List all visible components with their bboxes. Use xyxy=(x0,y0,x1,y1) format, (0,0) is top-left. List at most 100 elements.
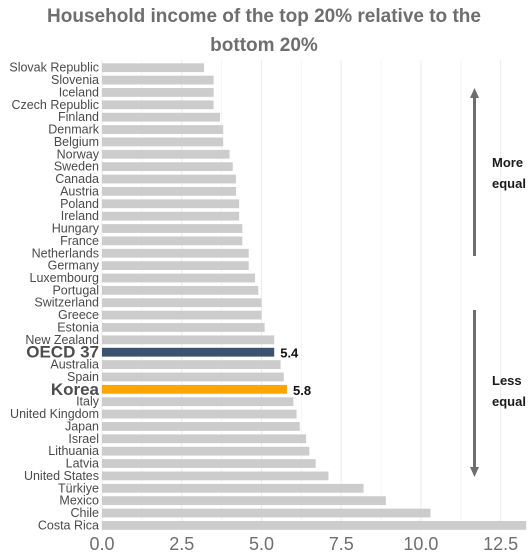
y-tick-label-netherlands: Netherlands xyxy=(32,246,99,260)
y-tick-label-canada: Canada xyxy=(55,172,99,186)
y-tick-label-t-rkiye: Türkiye xyxy=(58,481,99,495)
bar-latvia xyxy=(102,459,316,468)
bar-switzerland xyxy=(102,298,262,308)
x-tick-label-10-0: 10.0 xyxy=(403,534,438,554)
x-tick-label-12-5: 12.5 xyxy=(483,534,518,554)
bar-japan xyxy=(102,422,300,431)
bar-luxembourg xyxy=(102,273,256,283)
bar-spain xyxy=(102,372,284,382)
y-tick-label-denmark: Denmark xyxy=(48,123,99,137)
bar-australia xyxy=(102,360,281,369)
bar-norway xyxy=(102,149,230,159)
y-tick-label-sweden: Sweden xyxy=(54,160,99,174)
y-tick-label-japan: Japan xyxy=(65,419,99,433)
y-tick-label-czech-republic: Czech Republic xyxy=(11,98,99,112)
more-equal-line-2: equal xyxy=(492,176,526,191)
bars: 5.4 5.8 xyxy=(102,63,527,530)
y-tick-label-korea: Korea xyxy=(51,380,100,399)
y-tick-label-australia: Australia xyxy=(50,358,99,372)
y-tick-label-costa-rica: Costa Rica xyxy=(38,518,99,532)
chart-title-line-1: Household income of the top 20% relative… xyxy=(47,6,481,27)
bar-israel xyxy=(102,434,307,444)
more-equal-line-1: More xyxy=(492,155,524,170)
data-label-korea: 5.8 xyxy=(293,383,311,398)
bar-portugal xyxy=(102,285,259,295)
chart-title-line-2: bottom 20% xyxy=(210,35,318,56)
bar-poland xyxy=(102,199,240,209)
bar-mexico xyxy=(102,496,386,506)
bar-t-rkiye xyxy=(102,483,364,493)
bar-lithuania xyxy=(102,446,310,456)
y-tick-label-portugal: Portugal xyxy=(52,283,99,297)
y-tick-label-estonia: Estonia xyxy=(57,320,99,334)
bar-iceland xyxy=(102,88,214,97)
y-tick-label-belgium: Belgium xyxy=(54,135,99,149)
bar-austria xyxy=(102,187,236,196)
less-equal-annotation: Less equal xyxy=(492,370,526,412)
y-tick-label-lithuania: Lithuania xyxy=(48,444,99,458)
y-tick-label-finland: Finland xyxy=(58,110,99,124)
bar-germany xyxy=(102,261,249,271)
arrows xyxy=(470,88,479,477)
bar-czech-republic xyxy=(102,100,214,110)
x-tick-label-0-0: 0.0 xyxy=(89,534,114,554)
y-tick-label-slovenia: Slovenia xyxy=(51,73,99,87)
bar-costa-rica xyxy=(102,520,527,530)
y-tick-label-luxembourg: Luxembourg xyxy=(30,271,100,285)
y-tick-label-mexico: Mexico xyxy=(59,494,99,508)
y-tick-label-oecd-37: OECD 37 xyxy=(26,343,99,362)
bar-hungary xyxy=(102,224,243,233)
y-tick-label-latvia: Latvia xyxy=(66,457,99,471)
x-tick-label-7-5: 7.5 xyxy=(329,534,354,554)
bar-belgium xyxy=(102,137,224,147)
y-tick-label-france: France xyxy=(60,234,99,248)
bar-greece xyxy=(102,310,262,320)
bar-estonia xyxy=(102,323,265,332)
bar-slovenia xyxy=(102,75,214,85)
arrow-down-head xyxy=(470,467,479,477)
bar-new-zealand xyxy=(102,335,275,345)
y-tick-label-chile: Chile xyxy=(71,506,100,520)
y-tick-label-israel: Israel xyxy=(68,432,99,446)
y-tick-label-ireland: Ireland xyxy=(61,209,99,223)
y-tick-label-austria: Austria xyxy=(60,184,99,198)
y-tick-label-hungary: Hungary xyxy=(52,222,100,236)
y-tick-label-norway: Norway xyxy=(57,147,100,161)
bar-slovak-republic xyxy=(102,63,205,73)
bar-netherlands xyxy=(102,248,249,258)
y-tick-label-iceland: Iceland xyxy=(59,85,99,99)
bar-korea xyxy=(102,384,287,394)
less-equal-line-1: Less xyxy=(492,373,522,388)
bar-united-kingdom xyxy=(102,409,297,419)
arrow-up-head xyxy=(470,88,479,98)
bar-united-states xyxy=(102,471,329,481)
x-tick-label-5-0: 5.0 xyxy=(249,534,274,554)
y-tick-label-italy: Italy xyxy=(76,395,100,409)
y-tick-label-new-zealand: New Zealand xyxy=(25,333,99,347)
bar-denmark xyxy=(102,125,224,134)
y-tick-label-poland: Poland xyxy=(60,197,99,211)
bar-italy xyxy=(102,397,294,407)
y-tick-label-spain: Spain xyxy=(67,370,99,384)
x-axis-labels: 0.0 2.5 5.0 7.5 10.0 12.5 xyxy=(89,534,518,554)
y-tick-label-switzerland: Switzerland xyxy=(34,296,99,310)
bar-oecd-37 xyxy=(102,347,275,357)
y-tick-label-slovak-republic: Slovak Republic xyxy=(9,61,99,75)
bar-finland xyxy=(102,112,221,122)
y-tick-label-germany: Germany xyxy=(48,259,100,273)
bar-france xyxy=(102,236,243,246)
bar-canada xyxy=(102,174,236,184)
data-label-oecd-37: 5.4 xyxy=(280,346,299,361)
y-tick-label-united-kingdom: United Kingdom xyxy=(10,407,99,421)
bar-chile xyxy=(102,508,431,518)
bar-sweden xyxy=(102,162,233,172)
x-tick-label-2-5: 2.5 xyxy=(169,534,194,554)
bar-ireland xyxy=(102,211,240,221)
y-tick-label-united-states: United States xyxy=(24,469,99,483)
more-equal-annotation: More equal xyxy=(492,152,526,194)
less-equal-line-2: equal xyxy=(492,394,526,409)
y-tick-label-greece: Greece xyxy=(58,308,99,322)
